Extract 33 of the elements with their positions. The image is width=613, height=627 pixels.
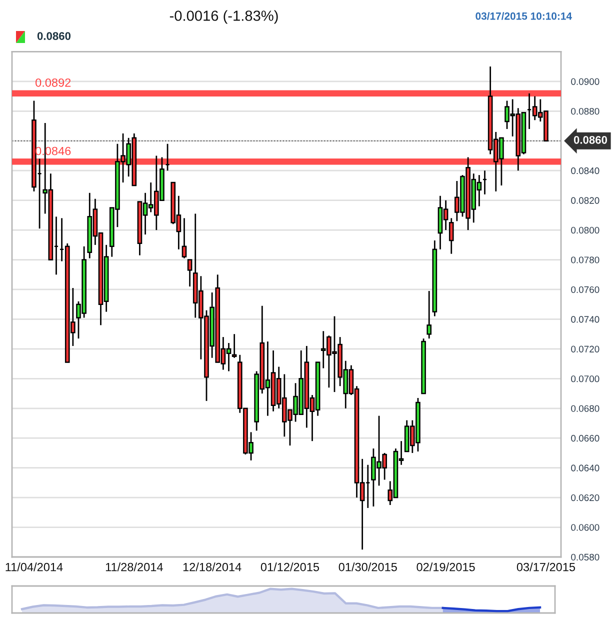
y-tick-label: 0.0820	[571, 197, 600, 204]
y-tick-label: 0.0800	[571, 226, 600, 234]
y-tick-label: 0.0780	[571, 256, 600, 264]
x-tick-label: 12/18/2014	[183, 562, 242, 572]
y-tick-label: 0.0740	[571, 316, 600, 323]
y-tick-label: 0.0760	[571, 286, 600, 294]
chart-subtitle: -0.0016 (-1.83%)	[170, 10, 278, 24]
x-tick-label: 01/30/2015	[338, 562, 397, 572]
x-tick-label: 02/19/2015	[416, 562, 475, 572]
ref-line-label: 0.0860	[574, 136, 608, 144]
candlestick	[426, 290, 432, 340]
candlestick	[448, 217, 454, 255]
y-tick-label: 0.0580	[571, 554, 600, 561]
candlestick	[182, 217, 187, 259]
y-tick-label: 0.0600	[571, 524, 600, 531]
y-tick-label: 0.0680	[571, 405, 600, 412]
y-tick-label: 0.0640	[571, 464, 600, 472]
text: 03/17/2015 10:10:14	[476, 12, 572, 20]
y-tick-label: 0.0720	[571, 346, 600, 352]
candlestick	[187, 259, 192, 288]
x-tick-label: 03/17/2015	[516, 562, 576, 572]
x-tick-label: 11/04/2014	[6, 562, 63, 572]
candlestick	[232, 333, 237, 359]
y-tick-label: 0.0660	[571, 434, 600, 442]
y-tick-label: 0.0840	[571, 167, 600, 174]
x-tick-label: 01/12/2015	[260, 562, 320, 572]
y-tick-label: 0.0620	[571, 494, 600, 502]
x-tick-label: 11/28/2014	[106, 562, 163, 572]
y-tick-label: 0.0700	[571, 375, 600, 382]
ref-line-label: 0.0892	[36, 78, 71, 87]
y-tick-label: 0.0880	[571, 108, 600, 115]
text: 0.0860	[37, 32, 71, 40]
y-tick-label: 0.0900	[571, 78, 600, 85]
